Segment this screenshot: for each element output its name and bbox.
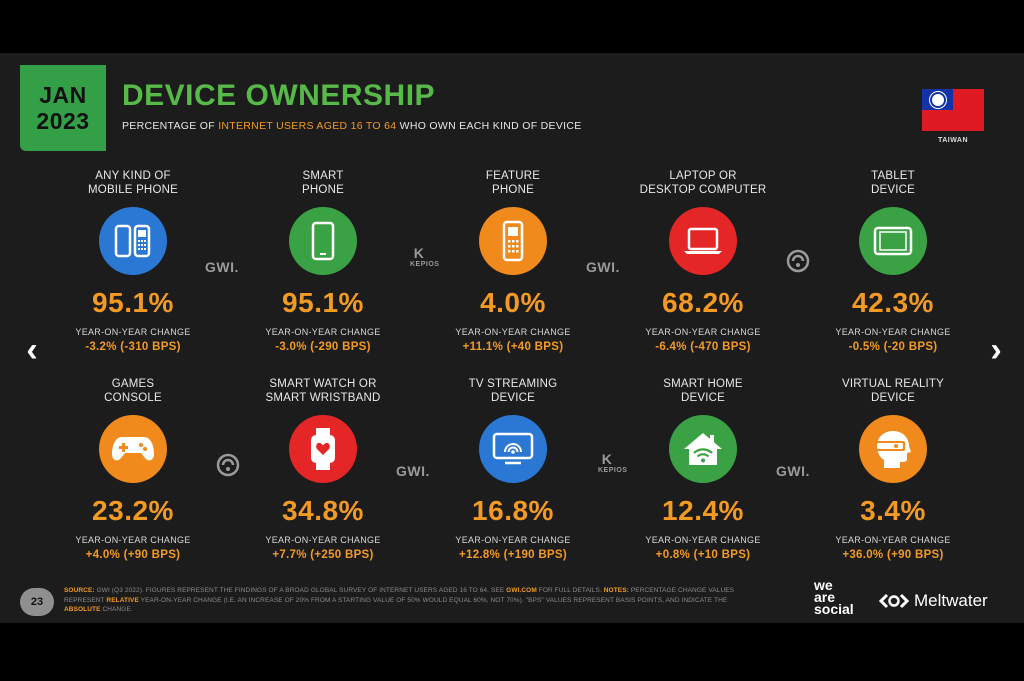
device-percentage: 34.8% [282, 495, 364, 526]
yoy-value: -0.5% (-20 BPS) [848, 341, 938, 353]
yoy-label: YEAR-ON-YEAR CHANGE [645, 327, 761, 337]
device-percentage: 3.4% [860, 495, 926, 526]
device-card-laptop: LAPTOP OR DESKTOP COMPUTER 68.2% YEAR-ON-… [608, 169, 798, 353]
device-label: ANY KIND OF MOBILE PHONE [88, 170, 178, 196]
we-are-social-logo: we are social [814, 579, 854, 617]
vr-headset-icon [859, 415, 927, 483]
device-percentage: 4.0% [480, 287, 546, 318]
device-card-tv-streaming: TV STREAMING DEVICE 16.8% YEAR-ON-YEAR CH… [418, 377, 608, 561]
tv-streaming-icon [479, 415, 547, 483]
device-percentage: 42.3% [852, 287, 934, 318]
device-label: SMART HOME DEVICE [663, 378, 743, 404]
yoy-label: YEAR-ON-YEAR CHANGE [265, 327, 381, 337]
meltwater-logo: Meltwater [878, 591, 988, 611]
yoy-label: YEAR-ON-YEAR CHANGE [835, 535, 951, 545]
smartphone-icon [289, 207, 357, 275]
kepios-source-logo: K KEPIOS [598, 451, 628, 474]
previous-slide-button[interactable]: ‹ [26, 331, 38, 369]
gwi-source-logo: GWI. [776, 463, 810, 479]
gwi-source-logo: GWI. [205, 259, 239, 275]
gwi-source-logo: GWI. [396, 463, 430, 479]
device-percentage: 16.8% [472, 495, 554, 526]
device-card-tablet: TABLET DEVICE 42.3% YEAR-ON-YEAR CHANGE -… [798, 169, 988, 353]
yoy-label: YEAR-ON-YEAR CHANGE [75, 327, 191, 337]
device-card-smart-home: SMART HOME DEVICE 12.4% YEAR-ON-YEAR CHAN… [608, 377, 798, 561]
date-year: 2023 [36, 108, 90, 134]
device-label: SMART PHONE [302, 170, 344, 196]
subtitle-post: WHO OWN EACH KIND OF DEVICE [396, 120, 582, 132]
device-percentage: 68.2% [662, 287, 744, 318]
data-ai-source-icon [216, 453, 242, 480]
date-badge: JAN 2023 [20, 65, 106, 151]
device-label: SMART WATCH OR SMART WRISTBAND [265, 378, 381, 404]
yoy-label: YEAR-ON-YEAR CHANGE [265, 535, 381, 545]
yoy-label: YEAR-ON-YEAR CHANGE [75, 535, 191, 545]
yoy-value: +0.8% (+10 BPS) [655, 549, 751, 561]
page-title: DEVICE OWNERSHIP [122, 79, 436, 112]
device-label: FEATURE PHONE [485, 170, 541, 196]
yoy-value: -3.0% (-290 BPS) [275, 341, 371, 353]
yoy-value: +12.8% (+190 BPS) [458, 549, 568, 561]
next-slide-button[interactable]: › [990, 331, 1002, 369]
device-card-any-mobile: ANY KIND OF MOBILE PHONE 95.1% YEAR-ON-YE… [38, 169, 228, 353]
device-card-vr: VIRTUAL REALITY DEVICE 3.4% YEAR-ON-YEAR … [798, 377, 988, 561]
device-percentage: 23.2% [92, 495, 174, 526]
smartwatch-icon [289, 415, 357, 483]
yoy-label: YEAR-ON-YEAR CHANGE [455, 535, 571, 545]
device-label: VIRTUAL REALITY DEVICE [841, 378, 945, 404]
mobile-phones-icon [99, 207, 167, 275]
footnote: SOURCE: GWI (Q3 2022). FIGURES REPRESENT… [64, 587, 735, 613]
taiwan-flag-icon [922, 89, 984, 131]
tablet-icon [859, 207, 927, 275]
device-percentage: 95.1% [282, 287, 364, 318]
device-card-smartwatch: SMART WATCH OR SMART WRISTBAND 34.8% YEAR… [228, 377, 418, 561]
yoy-value: -3.2% (-310 BPS) [85, 341, 181, 353]
feature-phone-icon [479, 207, 547, 275]
device-card-smartphone: SMART PHONE 95.1% YEAR-ON-YEAR CHANGE -3.… [228, 169, 418, 353]
device-card-games-console: GAMES CONSOLE 23.2% YEAR-ON-YEAR CHANGE +… [38, 377, 228, 561]
yoy-value: +4.0% (+90 BPS) [85, 549, 181, 561]
game-controller-icon [99, 415, 167, 483]
smart-home-icon [669, 415, 737, 483]
yoy-value: +11.1% (+40 BPS) [462, 341, 564, 353]
data-ai-source-icon [786, 249, 812, 276]
device-label: LAPTOP OR DESKTOP COMPUTER [639, 170, 767, 196]
subtitle-highlight: INTERNET USERS AGED 16 TO 64 [218, 120, 397, 132]
yoy-value: -6.4% (-470 BPS) [655, 341, 751, 353]
yoy-label: YEAR-ON-YEAR CHANGE [455, 327, 571, 337]
yoy-value: +36.0% (+90 BPS) [842, 549, 944, 561]
country-label: TAIWAN [937, 137, 969, 144]
page-subtitle: PERCENTAGE OF INTERNET USERS AGED 16 TO … [122, 120, 582, 132]
yoy-label: YEAR-ON-YEAR CHANGE [835, 327, 951, 337]
subtitle-pre: PERCENTAGE OF [122, 120, 219, 132]
device-percentage: 12.4% [662, 495, 744, 526]
device-label: TABLET DEVICE [870, 170, 916, 196]
device-label: TV STREAMING DEVICE [468, 378, 558, 404]
page-number: 23 [20, 588, 54, 616]
yoy-label: YEAR-ON-YEAR CHANGE [645, 535, 761, 545]
date-month: JAN [39, 82, 87, 108]
meltwater-icon [878, 593, 910, 609]
kepios-source-logo: K KEPIOS [410, 245, 440, 268]
laptop-icon [669, 207, 737, 275]
device-percentage: 95.1% [92, 287, 174, 318]
yoy-value: +7.7% (+250 BPS) [272, 549, 374, 561]
slide: JAN 2023 DEVICE OWNERSHIP PERCENTAGE OF … [0, 53, 1024, 623]
gwi-source-logo: GWI. [586, 259, 620, 275]
device-card-feature-phone: FEATURE PHONE 4.0% YEAR-ON-YEAR CHANGE +1… [418, 169, 608, 353]
device-label: GAMES CONSOLE [104, 378, 162, 404]
